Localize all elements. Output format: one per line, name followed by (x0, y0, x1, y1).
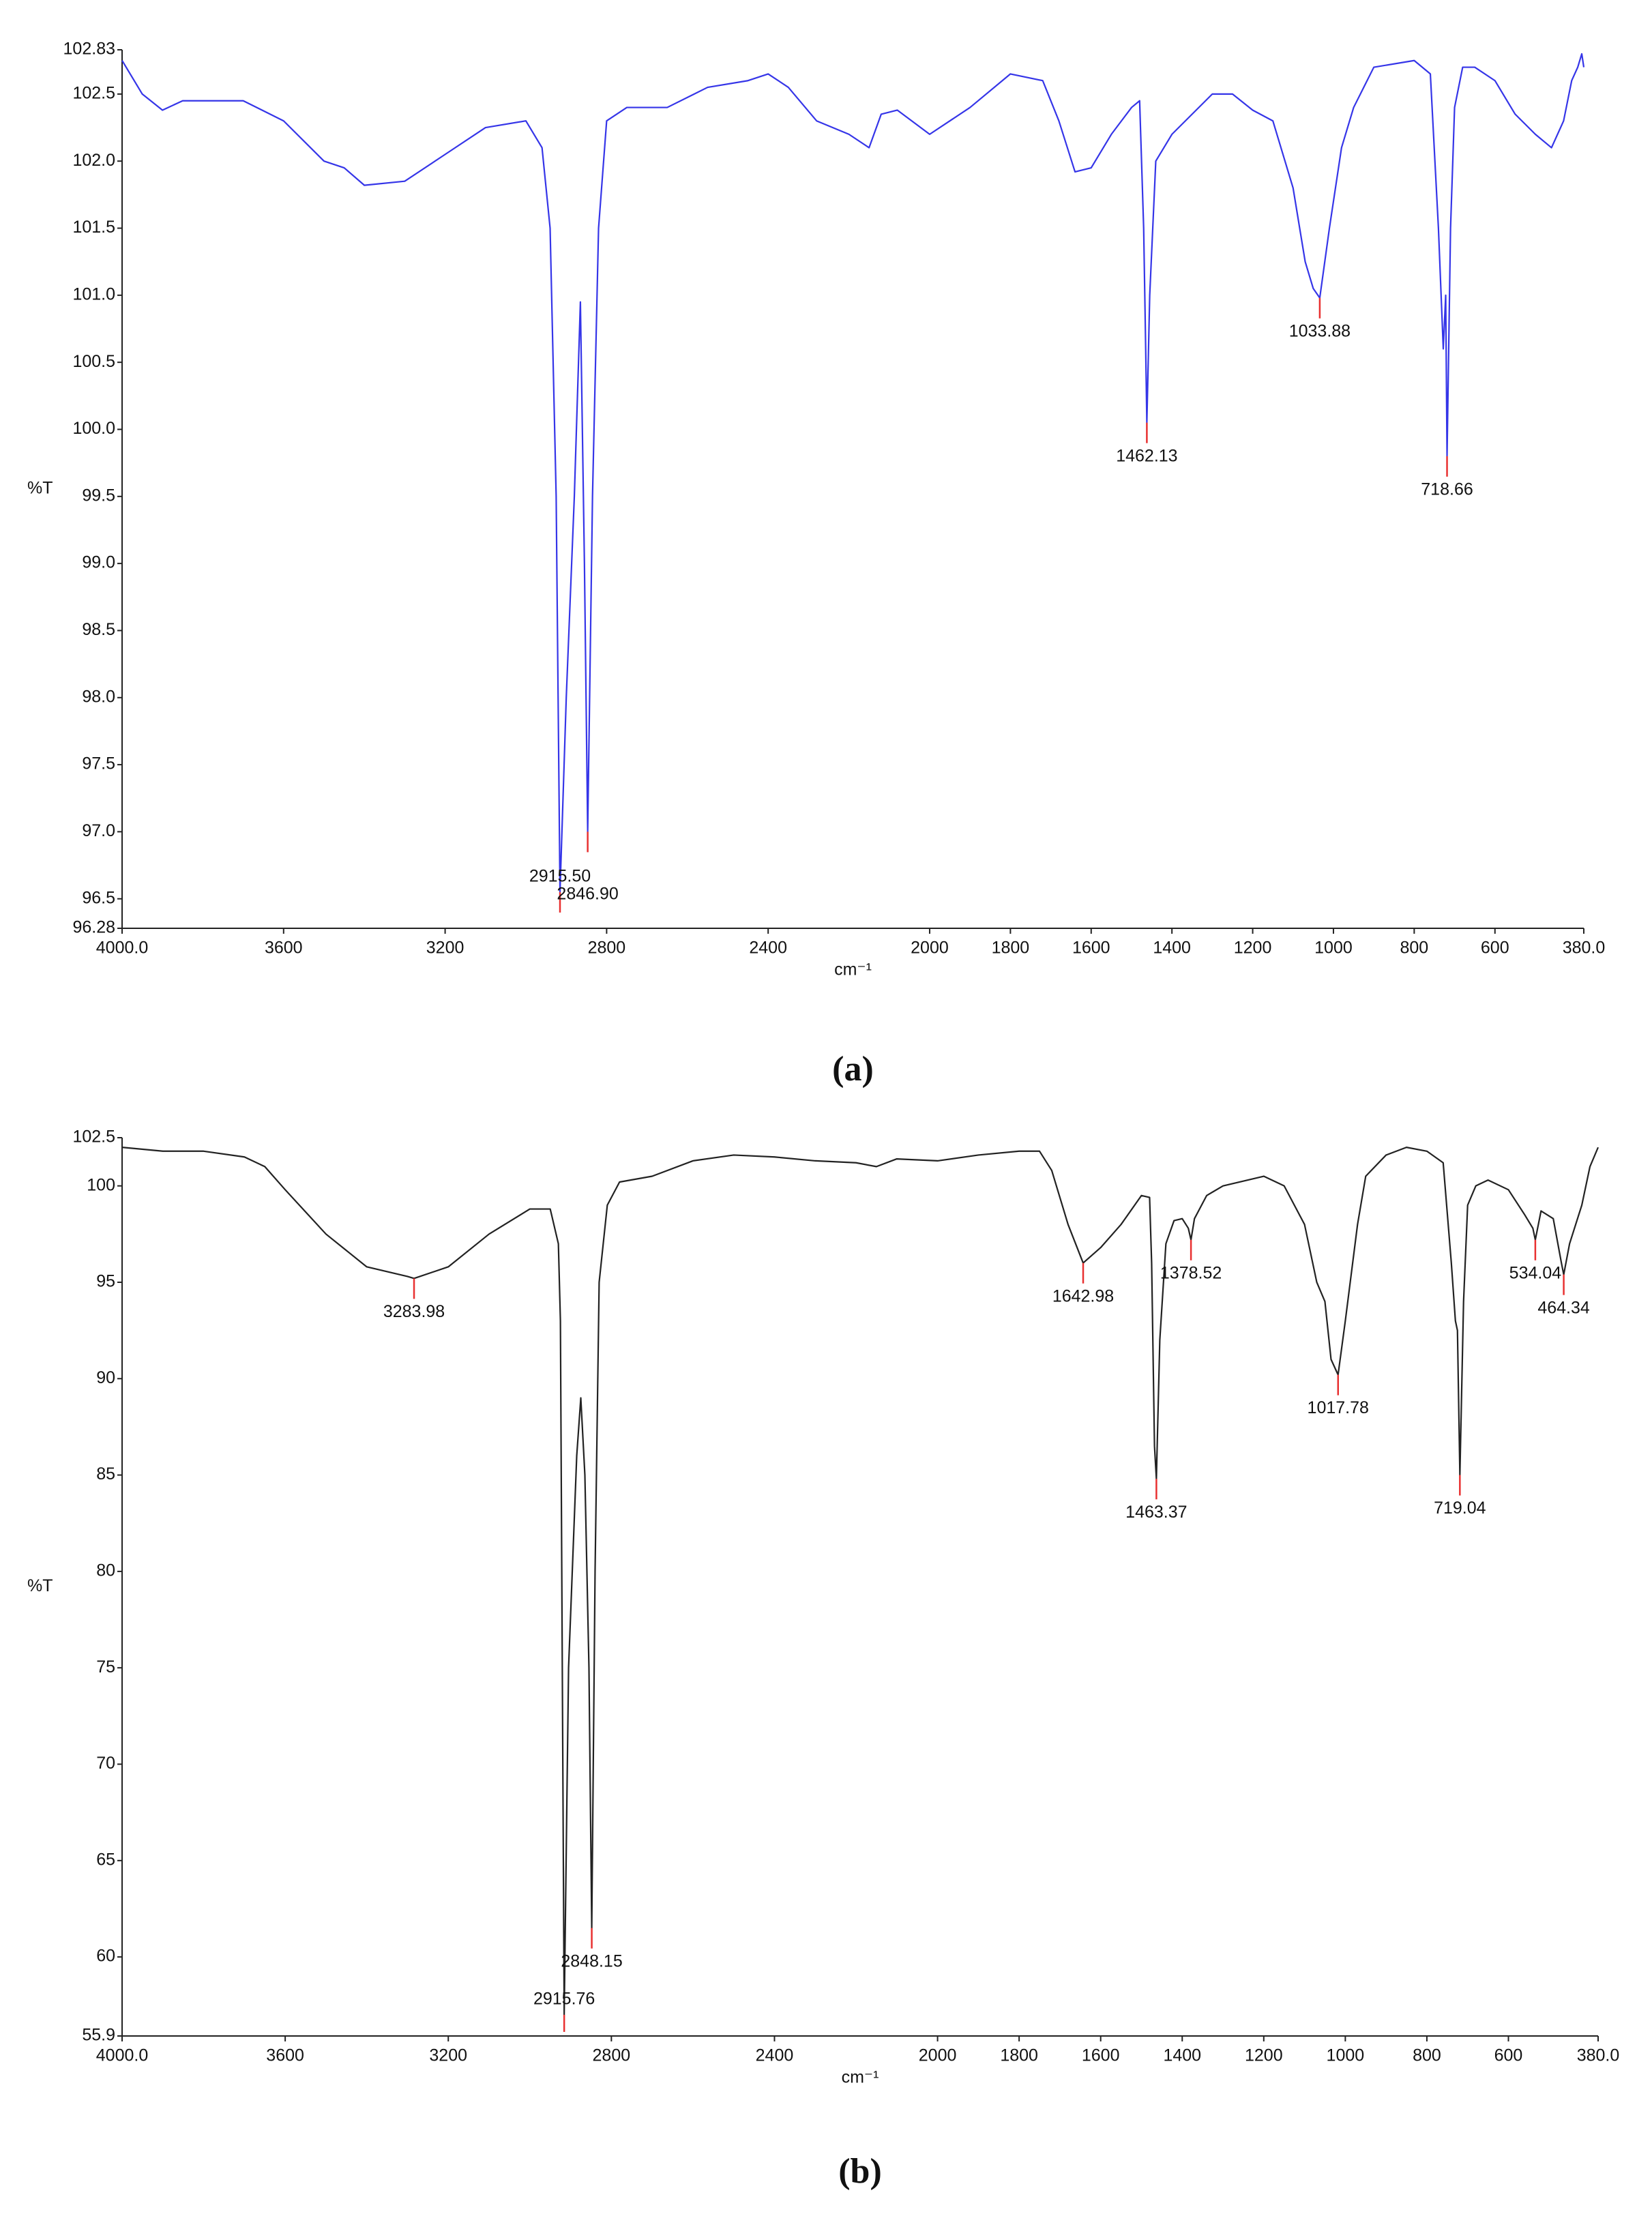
peak-label: 2848.15 (561, 1951, 622, 1971)
y-axis-label: %T (27, 1576, 53, 1595)
x-tick-label: 3200 (426, 939, 464, 958)
x-tick-label: 1800 (992, 939, 1030, 958)
y-tick-label: 98.0 (82, 687, 115, 706)
y-tick-label: 60 (96, 1947, 115, 1966)
x-tick-label: 1200 (1234, 939, 1272, 958)
x-tick-label: 2800 (588, 939, 626, 958)
y-tick-label: 96.5 (82, 888, 115, 907)
x-tick-label: 2000 (919, 2046, 957, 2065)
x-tick-label: 3600 (266, 2046, 304, 2065)
x-tick-label: 600 (1494, 2046, 1523, 2065)
x-tick-label: 380.0 (1563, 939, 1606, 958)
x-tick-label: 1000 (1327, 2046, 1365, 2065)
x-tick-label: 1600 (1082, 2046, 1120, 2065)
x-tick-label: 4000.0 (96, 939, 148, 958)
x-tick-label: 2000 (911, 939, 949, 958)
y-tick-label: 70 (96, 1754, 115, 1773)
y-tick-label: 102.5 (72, 1127, 115, 1147)
x-tick-label: 380.0 (1577, 2046, 1620, 2065)
x-axis-label: cm⁻¹ (842, 2068, 879, 2087)
y-tick-label: 97.0 (82, 821, 115, 840)
x-tick-label: 600 (1481, 939, 1509, 958)
y-tick-label: 95 (96, 1272, 115, 1291)
x-tick-label: 800 (1400, 939, 1429, 958)
y-tick-label: 100 (87, 1175, 115, 1194)
y-tick-label: 85 (96, 1464, 115, 1484)
spectrum-line (121, 1147, 1599, 2016)
y-tick-label: 100.0 (72, 419, 115, 438)
x-tick-label: 1400 (1153, 939, 1191, 958)
y-tick-label: 96.28 (72, 918, 115, 937)
x-tick-label: 1400 (1163, 2046, 1201, 2065)
peak-label: 534.04 (1509, 1263, 1562, 1282)
y-tick-label: 98.5 (82, 620, 115, 639)
y-tick-label: 80 (96, 1561, 115, 1580)
peak-label: 3283.98 (383, 1302, 445, 1321)
caption: (b) (838, 2152, 882, 2191)
y-tick-label: 102.83 (63, 40, 115, 59)
x-tick-label: 3200 (429, 2046, 467, 2065)
x-tick-label: 2400 (756, 2046, 794, 2065)
x-tick-label: 1200 (1245, 2046, 1283, 2065)
peak-label: 718.66 (1421, 479, 1473, 499)
y-tick-label: 100.5 (72, 352, 115, 371)
y-tick-label: 102.5 (72, 84, 115, 103)
peak-label: 1378.52 (1160, 1263, 1222, 1282)
x-tick-label: 1600 (1072, 939, 1110, 958)
x-axis-label: cm⁻¹ (834, 960, 872, 979)
y-tick-label: 97.5 (82, 754, 115, 773)
peak-label: 1463.37 (1125, 1503, 1187, 1522)
spectrum-line (121, 53, 1585, 894)
peak-label: 1017.78 (1308, 1398, 1369, 1417)
y-tick-label: 101.5 (72, 218, 115, 237)
peak-label: 1033.88 (1289, 321, 1351, 340)
x-tick-label: 800 (1413, 2046, 1441, 2065)
y-tick-label: 99.5 (82, 486, 115, 505)
peak-label: 1462.13 (1116, 446, 1177, 465)
y-tick-label: 75 (96, 1657, 115, 1677)
peak-label: 2915.76 (533, 1990, 595, 2009)
peak-label: 464.34 (1537, 1298, 1590, 1317)
peak-label: 719.04 (1434, 1499, 1486, 1518)
y-tick-label: 90 (96, 1368, 115, 1387)
y-tick-label: 55.9 (82, 2026, 115, 2045)
caption: (a) (832, 1050, 874, 1089)
x-tick-label: 3600 (265, 939, 303, 958)
y-tick-label: 101.0 (72, 284, 115, 304)
peak-label: 2915.50 (529, 867, 591, 886)
x-tick-label: 1800 (1000, 2046, 1038, 2065)
y-axis-label: %T (27, 479, 53, 498)
y-tick-label: 65 (96, 1850, 115, 1869)
peak-label: 2846.90 (557, 885, 618, 904)
peak-label: 1642.98 (1052, 1286, 1114, 1305)
y-tick-label: 99.0 (82, 553, 115, 572)
x-tick-label: 2400 (749, 939, 787, 958)
x-tick-label: 2800 (593, 2046, 631, 2065)
x-tick-label: 4000.0 (96, 2046, 148, 2065)
y-tick-label: 102.0 (72, 151, 115, 170)
x-tick-label: 1000 (1314, 939, 1353, 958)
